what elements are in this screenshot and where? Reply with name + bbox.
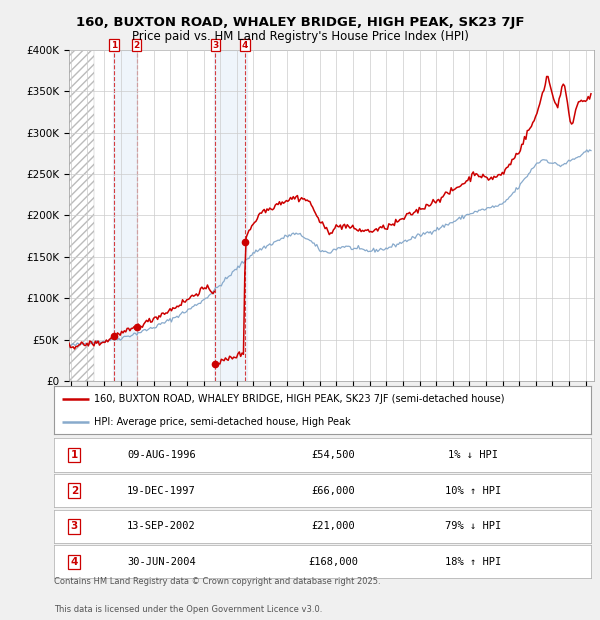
Text: Contains HM Land Registry data © Crown copyright and database right 2025.: Contains HM Land Registry data © Crown c… [54, 577, 380, 586]
Text: £54,500: £54,500 [311, 450, 355, 460]
Text: 30-JUN-2004: 30-JUN-2004 [127, 557, 196, 567]
Text: HPI: Average price, semi-detached house, High Peak: HPI: Average price, semi-detached house,… [94, 417, 351, 427]
Text: 10% ↑ HPI: 10% ↑ HPI [445, 485, 501, 495]
Text: 160, BUXTON ROAD, WHALEY BRIDGE, HIGH PEAK, SK23 7JF: 160, BUXTON ROAD, WHALEY BRIDGE, HIGH PE… [76, 16, 524, 29]
Text: 19-DEC-1997: 19-DEC-1997 [127, 485, 196, 495]
Text: 2: 2 [133, 40, 140, 50]
Text: £168,000: £168,000 [308, 557, 358, 567]
Text: 1: 1 [71, 450, 78, 460]
Text: £66,000: £66,000 [311, 485, 355, 495]
Text: 160, BUXTON ROAD, WHALEY BRIDGE, HIGH PEAK, SK23 7JF (semi-detached house): 160, BUXTON ROAD, WHALEY BRIDGE, HIGH PE… [94, 394, 505, 404]
Bar [214, 50, 247, 381]
Text: 4: 4 [71, 557, 78, 567]
Text: 3: 3 [71, 521, 78, 531]
Text: 13-SEP-2002: 13-SEP-2002 [127, 521, 196, 531]
Bar [113, 50, 137, 381]
Text: 4: 4 [242, 40, 248, 50]
Text: 2: 2 [71, 485, 78, 495]
Text: 18% ↑ HPI: 18% ↑ HPI [445, 557, 501, 567]
Text: 1% ↓ HPI: 1% ↓ HPI [448, 450, 498, 460]
Text: Price paid vs. HM Land Registry's House Price Index (HPI): Price paid vs. HM Land Registry's House … [131, 30, 469, 43]
Text: 3: 3 [212, 40, 218, 50]
Text: 79% ↓ HPI: 79% ↓ HPI [445, 521, 501, 531]
Text: 09-AUG-1996: 09-AUG-1996 [127, 450, 196, 460]
Text: 1: 1 [111, 40, 117, 50]
Text: £21,000: £21,000 [311, 521, 355, 531]
Text: This data is licensed under the Open Government Licence v3.0.: This data is licensed under the Open Gov… [54, 604, 322, 614]
